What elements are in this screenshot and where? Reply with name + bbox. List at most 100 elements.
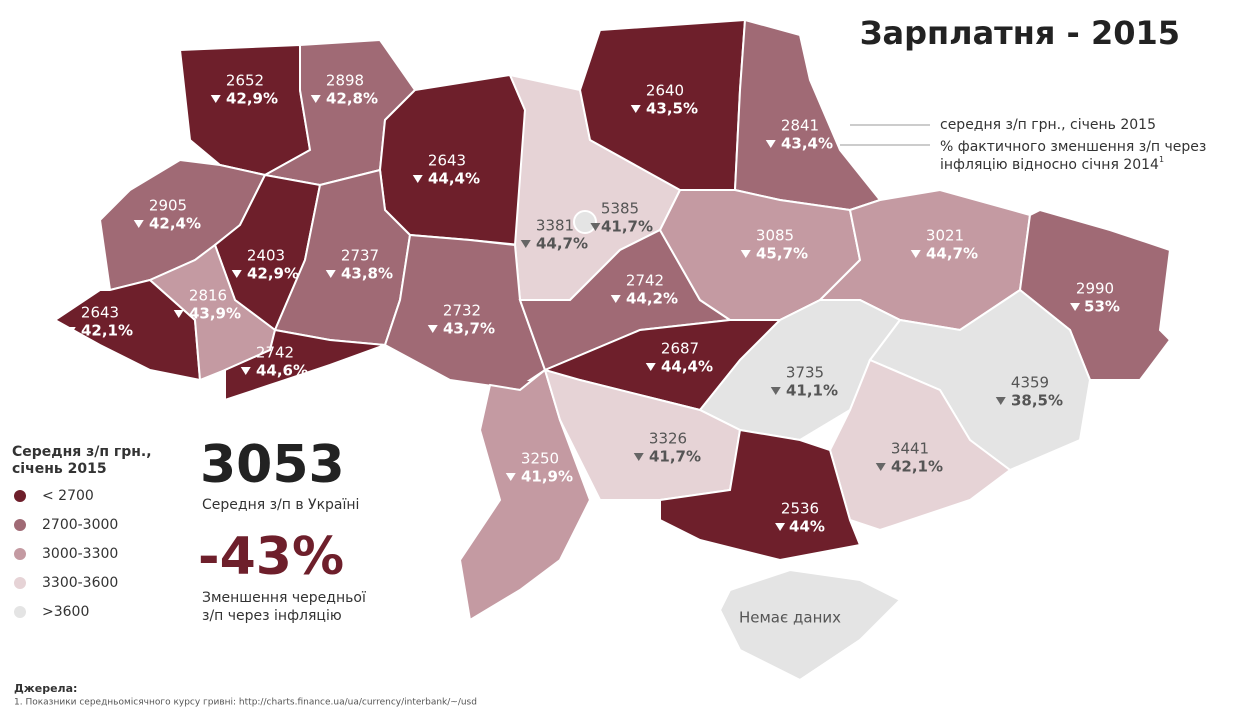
down-arrow <box>995 397 1006 405</box>
region-salary: 2742 <box>256 344 294 362</box>
down-arrow <box>630 105 641 113</box>
region-change: 42,8% <box>326 90 378 108</box>
change-label: з/п через інфляцію <box>202 608 342 624</box>
region-salary: 2737 <box>341 247 379 265</box>
region-change: 41,7% <box>649 448 701 466</box>
annotation-line: % фактичного зменшення з/п через <box>940 139 1206 155</box>
region-salary: 2742 <box>626 272 664 290</box>
annotation: % фактичного зменшення з/п через інфляцію… <box>940 139 1206 173</box>
region <box>178 43 312 177</box>
region-salary: 2643 <box>428 152 466 170</box>
region <box>1018 208 1172 381</box>
region-change: 41,9% <box>521 468 573 486</box>
region-change: 44,7% <box>926 245 978 263</box>
region-salary: 3735 <box>786 364 824 382</box>
region-salary: 3085 <box>756 227 794 245</box>
region-salary: 2687 <box>661 340 699 358</box>
down-arrow <box>590 223 601 231</box>
region <box>543 368 742 501</box>
region-change: 43,5% <box>646 100 698 118</box>
region-change: 44,6% <box>256 362 308 380</box>
region-salary: 2898 <box>326 72 364 90</box>
region-salary: 2403 <box>247 247 285 265</box>
down-arrow <box>133 220 144 228</box>
region-change: 44% <box>789 518 825 536</box>
region <box>659 428 862 562</box>
change-value: -43% <box>198 527 344 587</box>
region-salary: 3441 <box>891 440 929 458</box>
down-arrow <box>775 523 786 531</box>
region-change: 42,9% <box>247 265 299 283</box>
source: 1. Показники середньомісячного курсу гри… <box>14 698 477 707</box>
down-arrow <box>770 387 781 395</box>
region-change: 53% <box>1084 298 1120 316</box>
region <box>733 18 882 212</box>
region-change: 44,7% <box>536 235 588 253</box>
down-arrow <box>765 140 776 148</box>
region-salary: 2536 <box>781 500 819 518</box>
down-arrow <box>65 327 76 335</box>
legend-title: січень 2015 <box>12 461 107 477</box>
region-change: 42,9% <box>226 90 278 108</box>
legend-swatch <box>14 548 26 560</box>
region-change: 45,7% <box>756 245 808 263</box>
region-change: 44,2% <box>626 290 678 308</box>
legend-swatch <box>14 490 26 502</box>
region-change: 44,4% <box>428 170 480 188</box>
region-change: 44,4% <box>661 358 713 376</box>
region <box>224 328 386 402</box>
down-arrow <box>610 295 621 303</box>
region-change: 43,9% <box>189 305 241 323</box>
crimea <box>718 568 902 682</box>
down-arrow <box>875 463 886 471</box>
down-arrow <box>240 367 251 375</box>
region-change: 43,8% <box>341 265 393 283</box>
region-change: 42,4% <box>149 215 201 233</box>
region-change: 42,1% <box>891 458 943 476</box>
average-label: Середня з/п в Україні <box>202 497 359 513</box>
region-change: 43,7% <box>443 320 495 338</box>
legend-title: Середня з/п грн., <box>12 444 152 460</box>
legend-swatch <box>14 606 26 618</box>
average-value: 3053 <box>200 435 345 495</box>
legend-label: 2700-3000 <box>42 517 118 533</box>
down-arrow <box>427 325 438 333</box>
down-arrow <box>310 95 321 103</box>
region-salary: 4359 <box>1011 374 1049 392</box>
region <box>458 368 592 622</box>
region-salary: 2640 <box>646 82 684 100</box>
region-salary: 5385 <box>601 200 639 218</box>
down-arrow <box>520 240 531 248</box>
region-salary: 3381 <box>536 217 574 235</box>
legend: < 2700 2700-3000 3000-3300 3300-3600 >3600 <box>14 488 118 620</box>
down-arrow <box>231 270 242 278</box>
region-change: 42,1% <box>81 322 133 340</box>
change-label: Зменшення чередньої <box>202 590 366 606</box>
down-arrow <box>412 175 423 183</box>
region <box>573 210 597 234</box>
title: Зарплатня - 2015 <box>860 14 1180 52</box>
no-data-label: Немає даних <box>739 609 841 627</box>
down-arrow <box>325 270 336 278</box>
legend-label: < 2700 <box>42 488 94 504</box>
annotation: середня з/п грн., січень 2015 <box>940 117 1156 133</box>
sources-title: Джерела: <box>14 682 77 695</box>
region-salary: 2643 <box>81 304 119 322</box>
region-salary: 2652 <box>226 72 264 90</box>
map: Немає даних265242,9%289842,8%264344,4%33… <box>53 18 1172 682</box>
